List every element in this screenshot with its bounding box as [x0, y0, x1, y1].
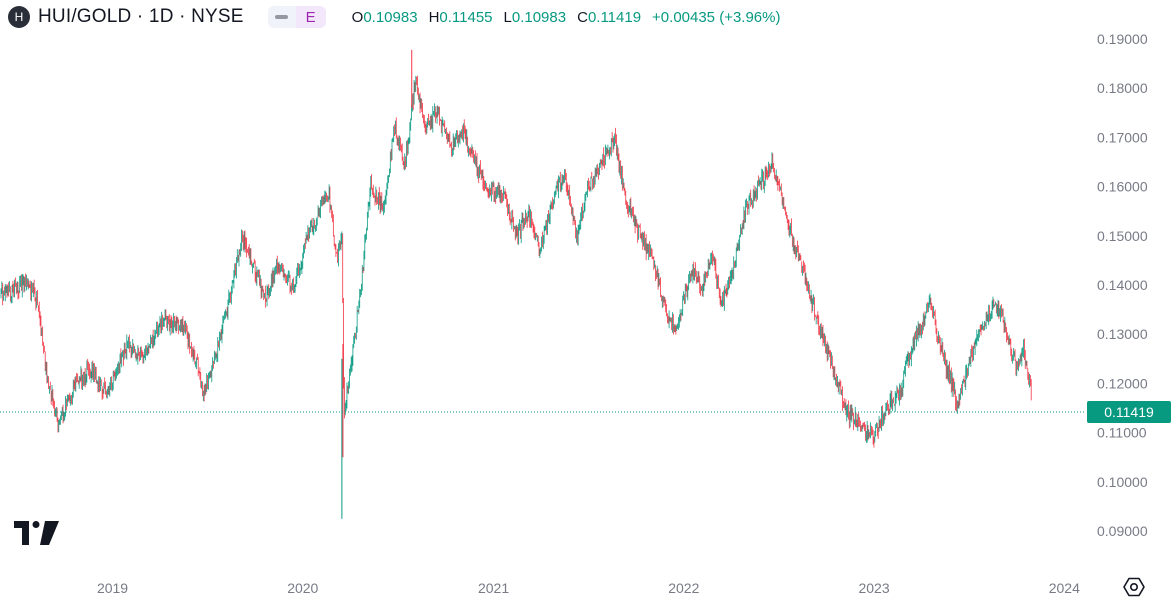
- last-price-label: 0.11419: [1104, 404, 1154, 420]
- open-value: 0.10983: [363, 8, 418, 26]
- y-tick-label: 0.10000: [1097, 474, 1148, 490]
- y-tick-label: 0.16000: [1097, 179, 1148, 195]
- low-value: 0.10983: [511, 8, 567, 26]
- change-value: +0.00435 (+3.96%): [652, 8, 781, 26]
- symbol-title[interactable]: HUI/GOLD · 1D · NYSE: [38, 6, 244, 27]
- x-tick-label: 2023: [858, 580, 889, 596]
- y-tick-label: 0.19000: [1097, 31, 1148, 47]
- y-tick-label: 0.09000: [1097, 523, 1148, 539]
- chart-header: H HUI/GOLD · 1D · NYSE E O 0.10983 H 0.1…: [8, 4, 780, 30]
- y-tick-label: 0.11000: [1097, 425, 1147, 441]
- low-label: L: [503, 8, 512, 26]
- last-price-label-bg: [1087, 400, 1171, 423]
- y-tick-label: 0.12000: [1097, 375, 1148, 391]
- line-minus-icon[interactable]: [267, 6, 296, 28]
- open-label: O: [351, 8, 364, 26]
- high-label: H: [428, 8, 440, 26]
- ohlc-readout: O 0.10983 H 0.11455 L 0.10983 C 0.11419 …: [352, 9, 781, 26]
- settings-gear-icon[interactable]: [1122, 575, 1146, 599]
- y-tick-label: 0.17000: [1097, 129, 1148, 145]
- x-tick-label: 2021: [478, 580, 509, 596]
- indicator-toggle-group: E: [267, 5, 326, 29]
- tradingview-logo-icon[interactable]: [14, 521, 60, 545]
- high-value: 0.11455: [439, 8, 493, 26]
- close-value: 0.11419: [587, 8, 642, 26]
- x-tick-label: 2022: [668, 580, 699, 596]
- x-tick-label: 2020: [287, 580, 318, 596]
- x-tick-label: 2024: [1049, 580, 1080, 596]
- y-tick-label: 0.18000: [1097, 80, 1148, 96]
- x-tick-label: 2019: [97, 580, 128, 596]
- close-label: C: [577, 8, 588, 26]
- y-tick-label: 0.13000: [1097, 326, 1148, 342]
- y-tick-label: 0.14000: [1097, 277, 1148, 293]
- plot-area[interactable]: [0, 0, 1086, 568]
- y-tick-label: 0.15000: [1097, 228, 1148, 244]
- earnings-badge[interactable]: E: [295, 6, 326, 28]
- symbol-badge[interactable]: H: [8, 6, 30, 28]
